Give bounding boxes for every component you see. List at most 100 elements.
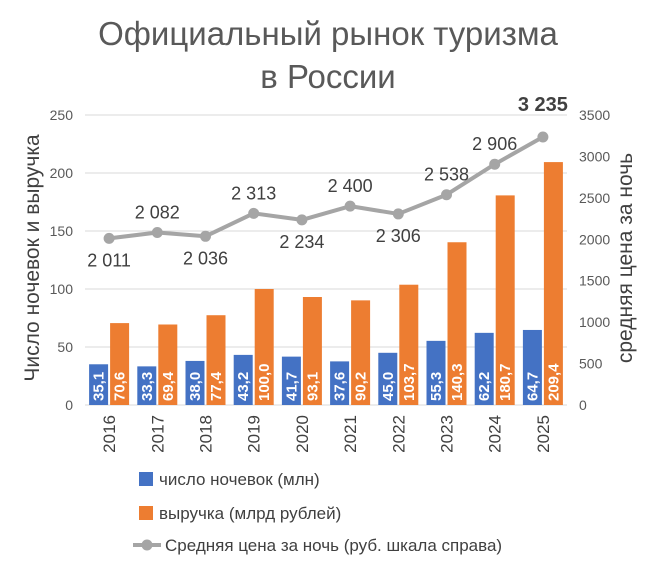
price-marker — [103, 232, 115, 244]
y-right-tick-label: 1500 — [579, 273, 610, 289]
bar-revenue-label: 77,4 — [208, 371, 225, 401]
bar-nights-label: 43,2 — [235, 372, 252, 401]
legend-label-nights: число ночевок (млн) — [159, 470, 320, 489]
price-label: 2 082 — [135, 202, 180, 222]
bar-nights — [185, 360, 205, 405]
bar-revenue — [495, 195, 515, 405]
price-marker — [151, 226, 163, 238]
bar-nights — [426, 340, 446, 405]
y-right-tick-label: 3500 — [579, 107, 610, 123]
bar-revenue-label: 70,6 — [112, 372, 129, 401]
bar-nights-label: 38,0 — [187, 372, 204, 401]
price-label: 2 313 — [231, 183, 276, 203]
y-right-tick-label: 3000 — [579, 148, 610, 164]
price-label: 3 235 — [518, 94, 568, 116]
x-tick-label: 2024 — [486, 415, 505, 453]
price-label: 2 306 — [376, 226, 421, 246]
x-tick-label: 2020 — [293, 415, 312, 453]
x-tick-label: 2023 — [438, 415, 457, 453]
legend: число ночевок (млн) выручка (млрд рублей)… — [133, 470, 502, 555]
price-label: 2 011 — [87, 250, 131, 270]
x-tick-label: 2016 — [100, 415, 119, 453]
y-left-tick-label: 150 — [50, 223, 74, 239]
price-marker — [248, 207, 260, 219]
y-left-tick-label: 100 — [50, 281, 74, 297]
price-line — [108, 135, 544, 241]
axes: 0501001502002500500100015002000250030003… — [50, 107, 611, 453]
price-marker — [200, 230, 211, 242]
bar-nights — [474, 332, 494, 405]
bar-nights — [330, 361, 350, 405]
price-marker — [537, 131, 549, 143]
bars: 35,1 33,3 38,0 43,2 41,7 37,6 45,0 55,3 62,2 64,7… — [89, 162, 563, 405]
legend-label-price: Средняя цена за ночь (руб. шкала справа) — [165, 536, 502, 555]
bar-nights — [89, 364, 109, 405]
y-left-tick-label: 250 — [50, 107, 74, 123]
bar-nights — [281, 356, 301, 405]
price-label: 2 036 — [183, 248, 228, 268]
bar-nights-label: 62,2 — [476, 372, 493, 401]
y-right-tick-label: 1000 — [579, 314, 610, 330]
legend-label-revenue: выручка (млрд рублей) — [159, 504, 341, 523]
bar-nights — [233, 354, 253, 405]
chart-title-line1: Официальный рынок туризма — [98, 15, 558, 52]
bar-revenue-label: 100,0 — [256, 363, 273, 401]
bar-nights-label: 35,1 — [91, 372, 108, 401]
bar-nights-label: 55,3 — [428, 372, 445, 401]
price-label: 2 400 — [328, 176, 373, 196]
y-right-tick-label: 2500 — [579, 190, 610, 206]
bar-revenue — [302, 297, 322, 405]
bar-revenue — [543, 162, 563, 405]
legend-swatch-nights — [139, 472, 153, 486]
gridlines — [85, 114, 567, 406]
price-marker — [296, 214, 308, 226]
bar-nights-label: 41,7 — [283, 372, 300, 401]
x-tick-label: 2022 — [389, 415, 408, 453]
bar-revenue — [351, 300, 371, 405]
bar-revenue-label: 180,7 — [497, 363, 514, 401]
y-left-tick-label: 0 — [65, 397, 73, 413]
legend-swatch-price-marker — [141, 539, 153, 551]
chart-title-line2: в России — [260, 58, 395, 95]
bar-revenue-label: 90,2 — [353, 372, 370, 401]
bar-revenue — [447, 242, 467, 405]
bar-revenue-label: 93,1 — [304, 372, 321, 401]
bar-revenue-label: 209,4 — [545, 363, 562, 401]
price-marker — [441, 189, 452, 201]
price-label: 2 538 — [424, 165, 469, 185]
y-axis-right-label: средняя цена за ночь — [614, 153, 637, 363]
bar-nights — [522, 329, 542, 405]
price-marker — [344, 200, 356, 212]
bar-nights-label: 45,0 — [380, 372, 397, 401]
y-right-tick-label: 2000 — [579, 231, 610, 247]
y-axis-left-label: Число ночевок и выручка — [21, 134, 44, 382]
legend-swatch-revenue — [139, 506, 153, 520]
y-left-tick-label: 50 — [57, 339, 73, 355]
bar-nights — [137, 366, 157, 405]
price-marker — [392, 208, 404, 220]
bar-nights-label: 37,6 — [332, 372, 349, 401]
bar-nights-label: 33,3 — [139, 372, 156, 401]
x-tick-label: 2018 — [197, 415, 216, 453]
price-label: 2 234 — [279, 232, 324, 252]
price-label: 2 906 — [472, 134, 517, 154]
y-left-tick-label: 200 — [50, 165, 74, 181]
bar-revenue — [254, 289, 274, 405]
bar-revenue — [399, 284, 419, 405]
bar-revenue — [206, 315, 226, 405]
bar-revenue-label: 69,4 — [160, 371, 177, 401]
x-tick-label: 2021 — [341, 415, 360, 453]
y-right-tick-label: 500 — [579, 356, 603, 372]
y-right-tick-label: 0 — [579, 397, 587, 413]
price-marker — [489, 158, 501, 170]
x-tick-label: 2025 — [534, 415, 553, 453]
bar-revenue-label: 140,3 — [449, 363, 466, 401]
bar-nights-label: 64,7 — [524, 372, 541, 401]
x-tick-label: 2019 — [245, 415, 264, 453]
bar-nights — [378, 352, 398, 405]
bar-revenue-label: 103,7 — [401, 363, 418, 401]
bar-revenue — [110, 323, 130, 405]
line-series: 2 011 2 082 2 036 2 313 2 234 2 400 2 306 2 538… — [87, 94, 568, 270]
